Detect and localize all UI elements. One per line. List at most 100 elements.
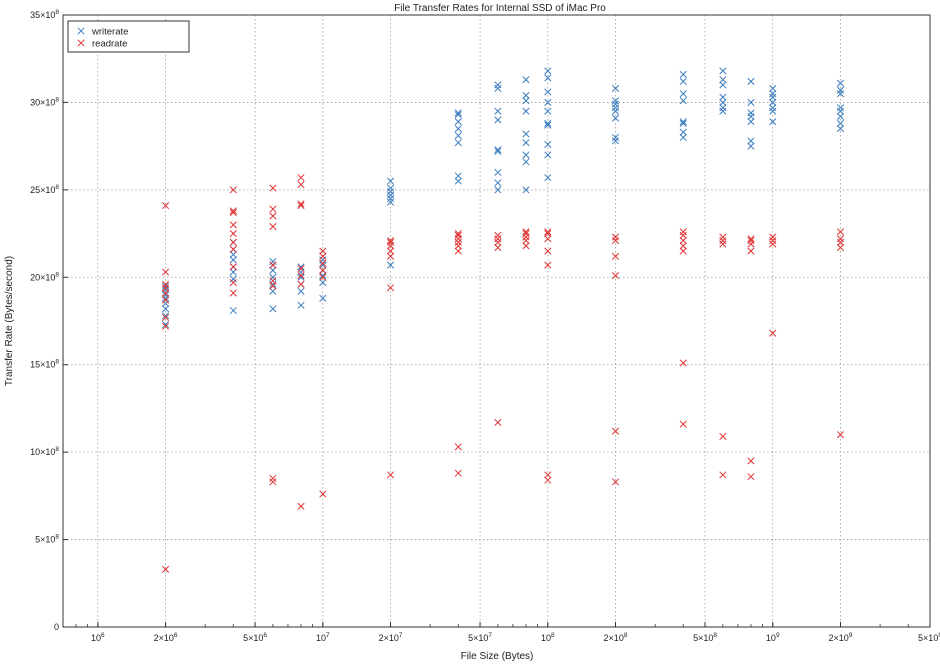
x-tick-label: 2×107 [379,632,403,643]
readrate-point [269,277,277,285]
writerate-point [611,100,620,108]
writerate-point [747,142,755,150]
readrate-point [229,245,237,253]
x-tick-label: 5×107 [468,632,492,643]
writerate-point [269,257,277,266]
readrate-point [611,271,620,280]
writerate-point [386,261,395,269]
writerate-point [229,268,237,276]
readrate-point [747,240,755,248]
writerate-point [454,125,462,133]
writerate-point [297,301,305,309]
writerate-point [297,268,305,276]
writerate-point [522,130,530,138]
writerate-point [454,177,462,185]
readrate-point [544,235,552,243]
readrate-point [319,490,327,498]
legend-box [67,20,190,53]
legend-marker-writerate [77,27,85,35]
readrate-point [747,473,755,481]
writerate-point [229,251,237,259]
writerate-point [544,119,552,127]
writerate-point [386,177,395,185]
writerate-point [679,133,687,141]
writerate-point [522,151,530,159]
writerate-point [544,74,552,82]
writerate-point [769,107,777,115]
writerate-point [769,98,777,106]
readrate-point [544,247,552,255]
readrate-point [297,174,305,182]
writerate-point [836,112,845,120]
readrate-point [719,471,727,479]
writerate-point [522,76,530,84]
writerate-point [522,139,530,147]
writerate-point [229,306,237,315]
legend-label-readrate: readrate [92,39,127,50]
readrate-point [747,235,755,243]
writerate-point [162,305,170,313]
writerate-point [679,119,687,127]
readrate-point [297,264,305,273]
readrate-point [522,242,530,250]
readrate-point [229,221,237,229]
readrate-point [769,237,777,245]
readrate-point [611,233,620,241]
readrate-point [719,237,727,245]
writerate-point [544,88,552,96]
writerate-point [611,104,620,112]
x-tick-label: 2×108 [604,632,628,643]
writerate-point [494,147,502,155]
readrate-point [679,242,687,250]
writerate-point [386,184,395,192]
readrate-point [454,235,462,243]
writerate-point [611,137,620,145]
x-tick-label: 109 [766,632,780,643]
readrate-point [494,231,502,239]
writerate-point [679,70,687,79]
writerate-point [747,112,755,120]
writerate-point [719,107,727,115]
writerate-point [162,294,170,302]
writerate-point [162,291,170,299]
writerate-point [769,84,777,92]
writerate-point [297,273,305,281]
readrate-point [836,238,845,246]
writerate-point [319,256,327,264]
readrate-point [836,431,845,439]
readrate-point [386,471,395,479]
writerate-point [769,118,777,126]
writerate-point [522,186,530,194]
readrate-point [297,271,305,280]
readrate-point [679,247,687,255]
readrate-point [522,237,530,245]
writerate-point [769,90,777,98]
y-tick-label: 25×108 [30,184,59,195]
readrate-point [297,502,305,510]
writerate-point [719,98,727,106]
readrate-point [269,474,277,482]
y-tick-label: 30×108 [30,96,59,107]
readrate-point [386,237,395,245]
readrate-point [544,230,552,238]
writerate-point [747,98,755,106]
readrate-point [386,284,395,292]
writerate-point [679,128,687,136]
readrate-point [769,233,777,241]
writerate-point [269,287,277,295]
writerate-point [544,67,552,75]
readrate-point [522,233,530,241]
readrate-point [319,247,327,255]
readrate-point [611,237,620,245]
chart-title: File Transfer Rates for Internal SSD of … [394,3,606,14]
writerate-point [297,263,305,271]
legend-label-writerate: writerate [91,27,128,38]
writerate-point [544,107,552,115]
readrate-point [494,235,502,243]
readrate-point [836,235,845,243]
writerate-point [747,137,755,145]
readrate-point [229,207,237,215]
readrate-point [719,432,727,440]
writerate-point [297,287,305,295]
